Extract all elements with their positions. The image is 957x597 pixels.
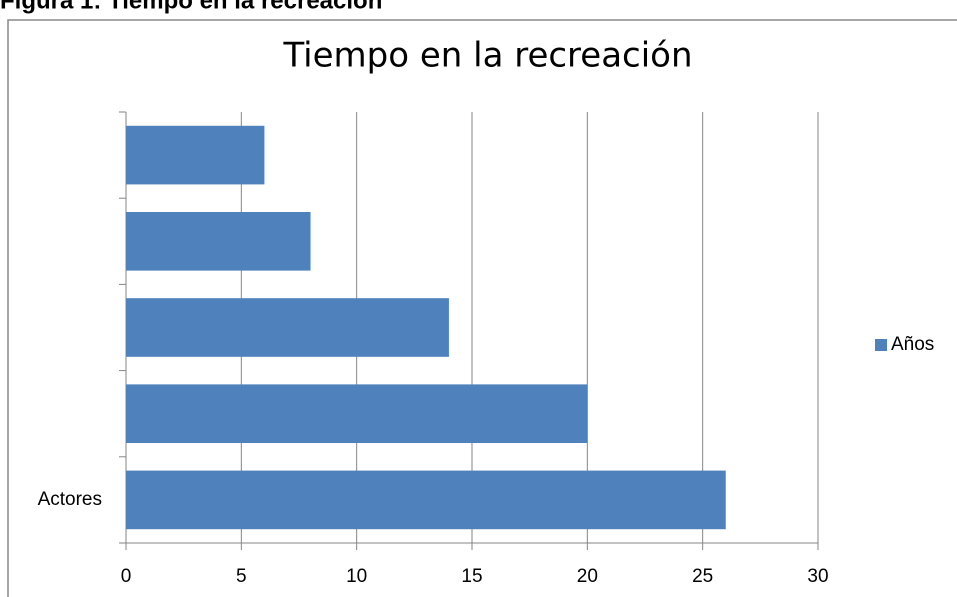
chart-title: Tiempo en la recreación [282,36,692,76]
x-tick-label: 5 [236,566,247,587]
x-tick-label: 25 [692,566,713,587]
x-tick-label: 10 [346,566,367,587]
x-tick-label: 0 [121,566,132,587]
bar [126,125,265,185]
y-tick-label: Actores [38,489,102,510]
x-tick-label: 20 [577,566,598,587]
x-tick-label: 30 [807,566,828,587]
caption: Figura 1: Tiempo en la recreación [0,0,382,14]
bar [126,298,449,357]
bar [126,470,726,530]
x-tick-label: 15 [461,566,482,587]
bar [126,384,588,444]
legend-swatch [875,339,887,351]
bar [126,211,311,271]
legend-label: Años [891,334,934,355]
